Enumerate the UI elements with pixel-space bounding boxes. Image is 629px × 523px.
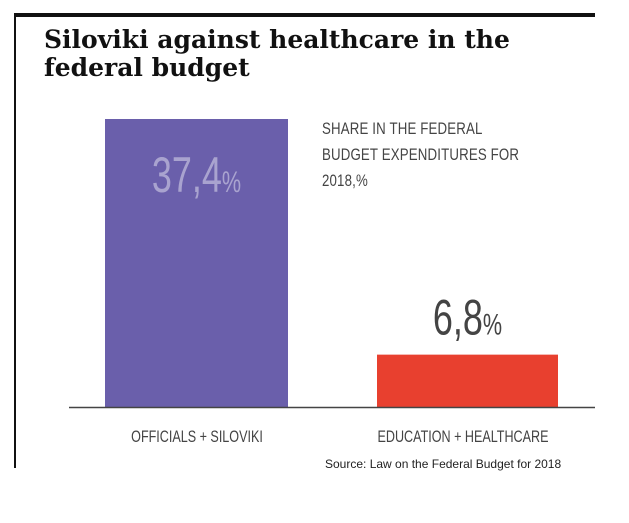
value-label-1: 37,4% <box>152 148 241 203</box>
bar-1 <box>105 119 288 407</box>
bar-2 <box>377 354 558 407</box>
category-label-2: EDUCATION + HEALTHCARE <box>378 427 549 446</box>
category-label-1: OFFICIALS + SILOVIKI <box>131 427 263 446</box>
value-label-2: 6,8% <box>433 291 502 346</box>
source-note: Source: Law on the Federal Budget for 20… <box>325 457 562 471</box>
left-rule <box>14 13 16 468</box>
chart-title: Siloviki against healthcare in the feder… <box>44 25 510 82</box>
chart-subtitle: SHARE IN THE FEDERAL BUDGET EXPENDITURES… <box>322 119 520 190</box>
top-rule <box>14 13 595 17</box>
